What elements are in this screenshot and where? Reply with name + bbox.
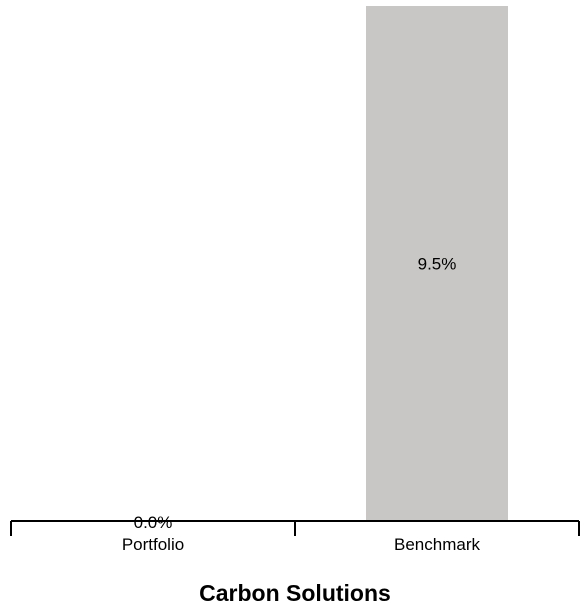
- data-label-portfolio: 0.0%: [134, 513, 173, 532]
- x-tick-label-portfolio: Portfolio: [122, 535, 184, 554]
- data-label-benchmark: 9.5%: [418, 255, 457, 274]
- chart-title: Carbon Solutions: [199, 580, 391, 606]
- bar-benchmark: [366, 6, 508, 521]
- x-tick-label-benchmark: Benchmark: [394, 535, 480, 554]
- bar-chart: Portfolio Benchmark 0.0% 9.5%: [10, 6, 580, 554]
